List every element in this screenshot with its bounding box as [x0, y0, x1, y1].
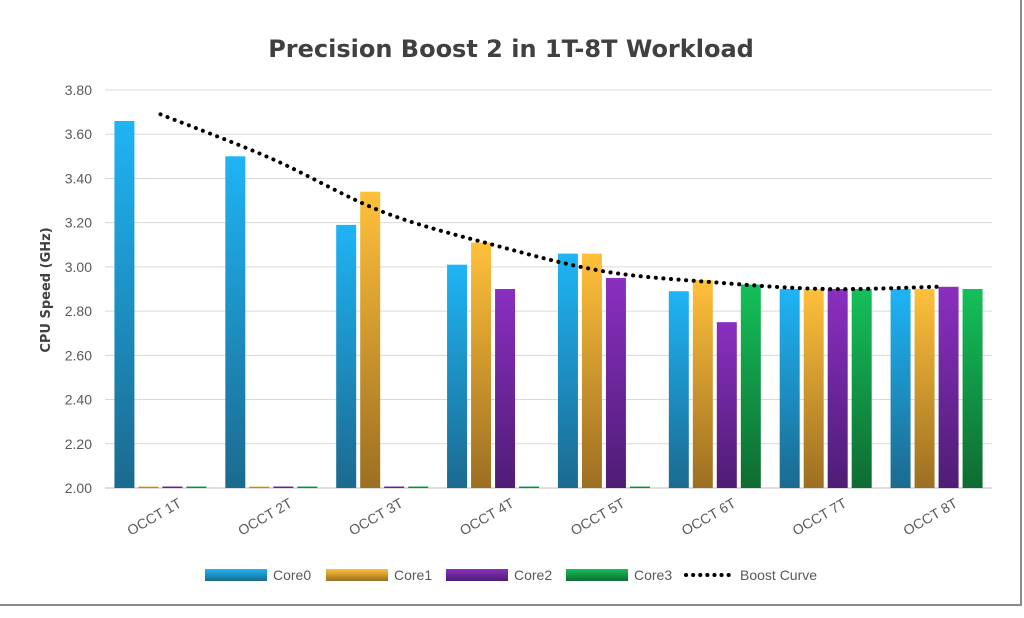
x-tick-label: OCCT 6T [679, 495, 739, 539]
bar-core3 [740, 284, 761, 488]
legend-label: Boost Curve [740, 567, 817, 583]
y-tick-label: 3.00 [65, 259, 92, 275]
boost-curve-path [158, 112, 939, 292]
bar-core0 [668, 291, 689, 488]
bar-core1 [360, 191, 381, 488]
x-tick-label: OCCT 2T [235, 495, 295, 539]
bar-core2 [273, 486, 294, 488]
y-tick-label: 2.60 [65, 347, 92, 363]
bar-core2 [827, 289, 848, 488]
y-tick-label: 2.40 [65, 392, 92, 408]
x-tick-label: OCCT 1T [124, 495, 184, 539]
x-tick-label: OCCT 5T [568, 495, 628, 539]
bar-core3 [851, 289, 872, 488]
legend-swatch-core2 [446, 569, 508, 581]
bar-core3 [186, 486, 207, 488]
bar-core2 [605, 277, 626, 488]
legend-label: Core3 [634, 567, 672, 583]
bar-core1 [914, 289, 935, 488]
bar-core2 [495, 289, 516, 488]
bar-core0 [779, 289, 800, 488]
x-tick-label: OCCT 8T [900, 495, 960, 539]
gridlines: 2.00 2.20 2.40 2.60 2.80 3.00 3.20 3.40 3.60 3.80 [65, 82, 992, 496]
bar-core0 [114, 120, 135, 488]
y-tick-label: 3.60 [65, 126, 92, 142]
legend-swatch-core1 [326, 569, 388, 581]
bar-core2 [938, 286, 959, 488]
x-tick-labels: OCCT 1T OCCT 2T OCCT 3T OCCT 4T OCCT 5T OCCT … [124, 495, 960, 539]
bar-core3 [297, 486, 318, 488]
bar-core1 [581, 253, 602, 488]
legend-swatch-core0 [205, 569, 267, 581]
bar-core1 [138, 486, 159, 488]
y-tick-label: 2.00 [65, 480, 92, 496]
legend-label: Core1 [394, 567, 432, 583]
bar-core0 [557, 253, 578, 488]
bar-core2 [384, 486, 405, 488]
chart-frame: Precision Boost 2 in 1T-8T Workload CPU … [0, 0, 1022, 606]
y-axis-label: CPU Speed (GHz) [39, 227, 54, 352]
bar-core3 [519, 486, 540, 488]
y-tick-label: 2.80 [65, 303, 92, 319]
bar-core0 [890, 289, 911, 488]
y-tick-label: 2.20 [65, 436, 92, 452]
legend-swatch-core3 [566, 569, 628, 581]
y-tick-label: 3.80 [65, 82, 92, 98]
y-tick-label: 3.20 [65, 215, 92, 231]
x-tick-label: OCCT 3T [346, 495, 406, 539]
bar-core3 [629, 486, 650, 488]
bar-core1 [692, 280, 713, 488]
bar-core2 [162, 486, 183, 488]
bar-core2 [716, 322, 737, 488]
boost-curve-line [158, 112, 939, 292]
bar-core0 [447, 264, 468, 488]
bar-core3 [962, 289, 983, 488]
chart: Precision Boost 2 in 1T-8T Workload CPU … [39, 35, 992, 583]
x-tick-label: OCCT 4T [457, 495, 517, 539]
bar-core1 [249, 486, 270, 488]
bar-core0 [225, 156, 246, 489]
bar-core0 [336, 224, 357, 488]
y-tick-label: 3.40 [65, 170, 92, 186]
bars [114, 120, 983, 489]
legend-label: Core0 [273, 567, 311, 583]
bar-core1 [471, 242, 492, 488]
legend-label: Core2 [514, 567, 552, 583]
x-tick-label: OCCT 7T [790, 495, 850, 539]
bar-core3 [408, 486, 429, 488]
chart-title: Precision Boost 2 in 1T-8T Workload [268, 35, 754, 63]
legend: Core0 Core1 Core2 Core3 Boost Curve [205, 567, 817, 583]
bar-core1 [803, 289, 824, 488]
